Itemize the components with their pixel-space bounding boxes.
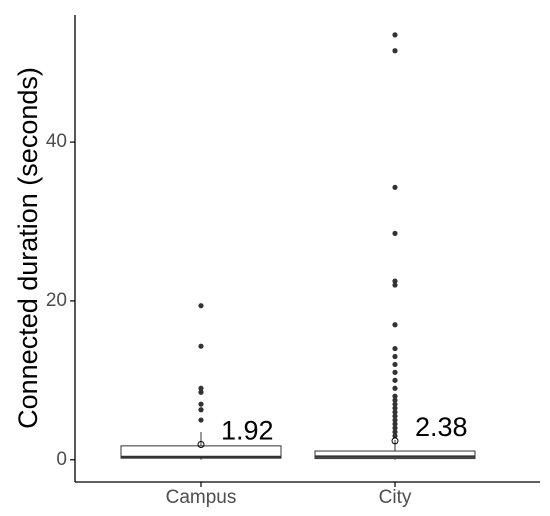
outlier [392,322,398,328]
mean-label: 1.92 [221,416,274,446]
mean-marker [197,441,205,449]
x-tick-label: Campus [166,487,237,508]
outlier [392,377,398,383]
outlier [392,385,398,391]
outlier [198,417,204,423]
outlier [198,389,204,395]
y-tick-label: 40 [46,131,67,152]
outlier [198,343,204,349]
outlier [392,413,398,419]
outlier [392,48,398,54]
outlier [392,421,398,427]
mean-marker [391,437,399,445]
outlier [198,385,204,391]
outlier [392,417,398,423]
outlier [392,433,398,439]
outlier [392,361,398,368]
outlier [392,429,398,435]
outlier [392,230,398,237]
outlier [392,32,398,38]
y-tick-label: 20 [46,290,67,311]
outlier [198,407,204,413]
outlier [392,393,398,399]
outlier [392,401,398,407]
outlier [392,369,398,375]
outlier [392,278,398,284]
y-axis-label: Connected duration (seconds) [13,67,43,429]
outlier [392,397,398,403]
outlier [392,353,398,360]
outlier [392,405,398,411]
mean-label: 2.38 [415,412,468,442]
box [314,450,476,460]
outlier [198,303,204,309]
outlier [392,345,398,352]
outlier [392,409,398,415]
x-tick-label: City [379,487,412,508]
outlier [392,282,398,288]
outlier [392,425,398,431]
outlier [392,184,398,190]
outlier [198,401,204,407]
y-tick-label: 0 [56,449,67,470]
